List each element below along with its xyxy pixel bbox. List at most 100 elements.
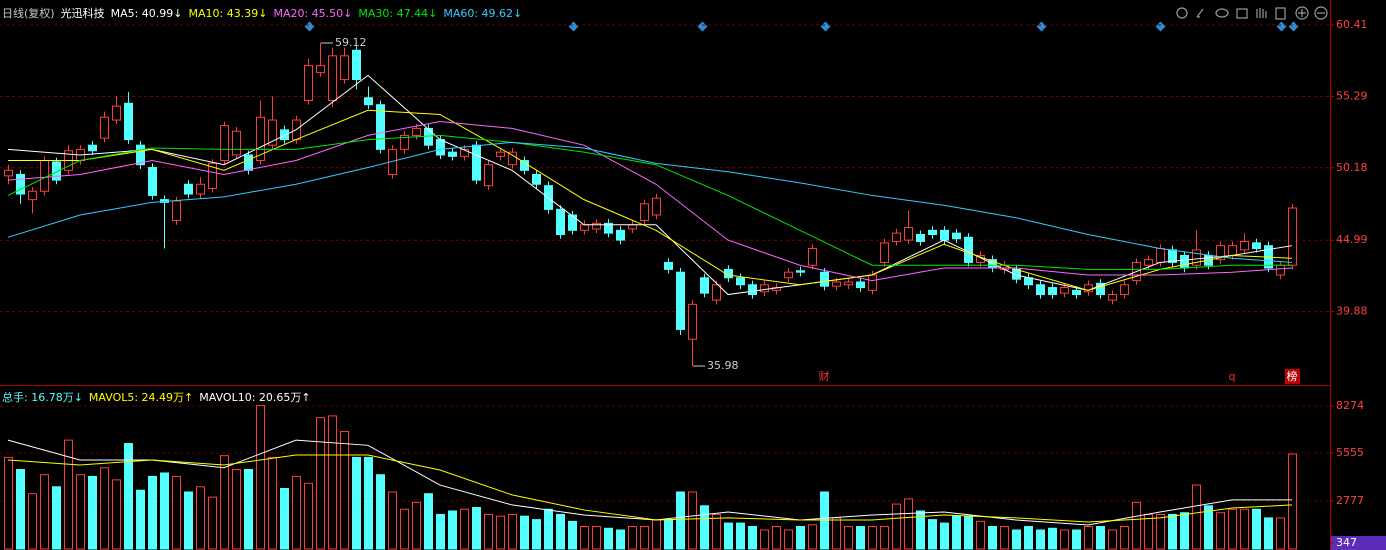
diamond[interactable] (304, 21, 315, 32)
volume-bar (100, 467, 109, 550)
volume-bar (772, 526, 781, 550)
box-icon[interactable] (1236, 8, 1248, 19)
volume-bar (340, 430, 349, 550)
candle-body (436, 139, 445, 156)
candle-body (520, 160, 529, 171)
volume-bar (28, 493, 37, 550)
volume-bar (988, 526, 997, 550)
volume-bar (1048, 527, 1057, 550)
diamond[interactable] (568, 21, 579, 32)
candle-body (328, 55, 337, 102)
candle-body (52, 161, 61, 181)
eye-icon[interactable] (1215, 8, 1229, 18)
volume-bar (508, 513, 517, 550)
volume-bar (784, 529, 793, 550)
volume-bar (376, 474, 385, 550)
volume-bar (760, 529, 769, 550)
candle-body (208, 162, 217, 189)
volume-bar (736, 522, 745, 550)
volume-bar (436, 513, 445, 550)
candle-body (628, 224, 637, 230)
candle-body (592, 222, 601, 230)
candle-body (340, 55, 349, 81)
volume-bar (76, 474, 85, 550)
diamond[interactable] (1276, 21, 1287, 32)
zoom-in-icon[interactable] (1295, 6, 1309, 20)
candle-body (364, 97, 373, 106)
candle-body (184, 183, 193, 195)
volume-bar (112, 479, 121, 550)
event-diamonds (304, 21, 1299, 32)
y-tick-label: 2777 (1336, 494, 1364, 507)
legend-item: 光迅科技 (60, 7, 105, 20)
candle-body (496, 151, 505, 157)
volume-bar (424, 493, 433, 550)
volume-bar (268, 456, 277, 550)
volume-bar (244, 469, 253, 550)
candle-body (4, 169, 13, 177)
draw-icon[interactable] (1196, 8, 1204, 18)
volume-bar (232, 469, 241, 550)
volume-bar (1288, 453, 1297, 550)
volume-bar (916, 510, 925, 550)
event-marker: 榜 (1287, 369, 1298, 383)
volume-bar (868, 526, 877, 550)
candle-body (1240, 240, 1249, 251)
candle-body (568, 214, 577, 231)
volume-bar (136, 489, 145, 550)
candle-body (1288, 207, 1297, 266)
legend-item: MA10: 43.39↓ (188, 7, 268, 20)
candle-body (1036, 284, 1045, 296)
y-tick-label: 8274 (1336, 399, 1364, 412)
volume-bar (700, 505, 709, 550)
candle-body (892, 232, 901, 242)
candle-body (964, 236, 973, 263)
volume-bar (928, 519, 937, 550)
volume-bar (1252, 508, 1261, 550)
volume-bar (544, 508, 553, 550)
volume-bar (208, 496, 217, 550)
candle-body (796, 270, 805, 273)
candle-body (316, 65, 325, 74)
candle-body (484, 164, 493, 187)
zoom-out-icon[interactable] (1314, 6, 1328, 20)
diamond[interactable] (1155, 21, 1166, 32)
volume-bar (4, 456, 13, 550)
diamond[interactable] (697, 21, 708, 32)
volume-bar (472, 507, 481, 550)
tick-label-box (1331, 536, 1386, 550)
volume-bar (976, 520, 985, 550)
volume-bar (1228, 508, 1237, 550)
candle-body (28, 190, 37, 201)
volume-bar (1192, 484, 1201, 550)
hand-icon[interactable] (1256, 8, 1267, 18)
candle-body (232, 130, 241, 156)
candle-body (832, 281, 841, 287)
volume-bar (664, 519, 673, 550)
candle-body (736, 277, 745, 286)
volume-bar (1144, 513, 1153, 550)
settings-icon[interactable] (1176, 7, 1188, 19)
y-tick-label: 39.88 (1336, 305, 1368, 318)
candle-body (508, 151, 517, 166)
volume-bar (388, 491, 397, 550)
volume-bar (964, 515, 973, 550)
volume-bar (1108, 529, 1117, 550)
candle-body (412, 127, 421, 136)
legend-item: MA30: 47.44↓ (358, 7, 438, 20)
candle-body (916, 234, 925, 242)
diamond[interactable] (1036, 21, 1047, 32)
volume-bar (1000, 526, 1009, 550)
volume-bar (532, 519, 541, 550)
candle-body (760, 284, 769, 293)
candle-body (808, 247, 817, 266)
diamond[interactable] (820, 21, 831, 32)
legend-item: MA60: 49.62↓ (443, 7, 523, 20)
candle-body (580, 224, 589, 231)
copy-icon[interactable] (1275, 7, 1286, 20)
volume-bar (1036, 529, 1045, 550)
candle-body (532, 173, 541, 185)
diamond[interactable] (1288, 21, 1299, 32)
volume-bar (628, 526, 637, 550)
